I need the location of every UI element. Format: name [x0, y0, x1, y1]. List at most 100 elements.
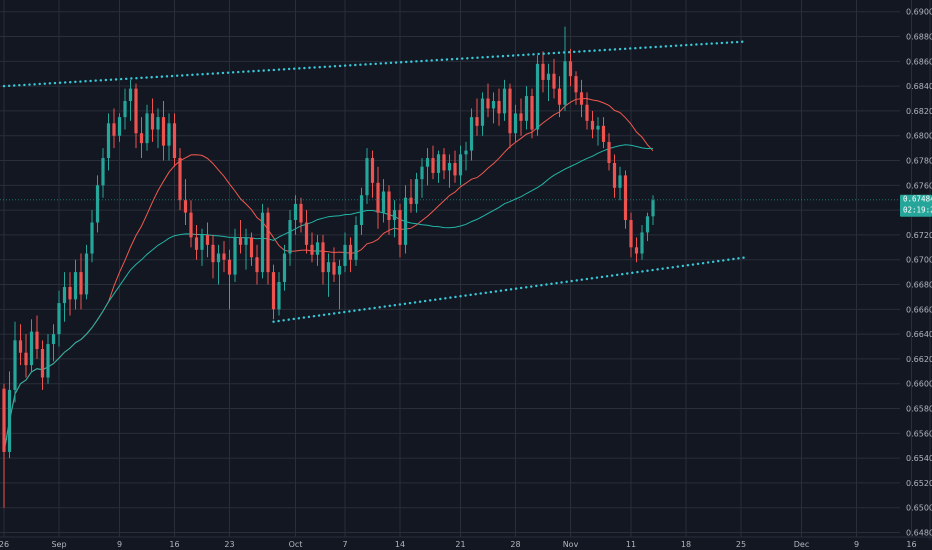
candle-body [574, 76, 578, 93]
x-tick-label: 26 [0, 540, 9, 549]
candle [315, 234, 320, 266]
x-tick-label: Sep [51, 540, 66, 549]
candle-body [640, 232, 644, 254]
trendlines [2, 40, 748, 323]
candle-body [304, 222, 309, 245]
candles [2, 26, 655, 508]
candle-body [79, 272, 83, 295]
candle [365, 148, 369, 204]
candle-body [216, 253, 221, 263]
candle [530, 88, 534, 139]
candle-body [629, 220, 633, 248]
candle [321, 234, 325, 285]
candle [359, 187, 364, 235]
candle-body [167, 123, 171, 146]
candle-body [62, 287, 67, 304]
candle-body [68, 287, 72, 300]
candle-body [623, 175, 628, 221]
candle-body [7, 389, 12, 452]
candle [29, 319, 34, 372]
candle-body [211, 244, 215, 263]
candle [640, 225, 644, 260]
candle [84, 244, 89, 300]
candle [596, 117, 600, 146]
candle-body [513, 113, 518, 134]
candle [464, 141, 468, 171]
candle-body [453, 163, 457, 176]
candle-body [13, 340, 17, 390]
candle [343, 232, 347, 273]
candle-body [2, 388, 6, 452]
x-tick-label: 7 [342, 540, 347, 549]
candle-body [601, 125, 606, 142]
candle [568, 48, 573, 87]
x-tick-label: 14 [395, 540, 405, 549]
candle [431, 145, 435, 180]
candle [79, 253, 83, 310]
candle-body [90, 222, 94, 254]
candle-body [271, 272, 276, 310]
x-tick-label: 9 [854, 540, 859, 549]
trendline-lower[interactable] [272, 256, 748, 323]
candle [403, 185, 408, 254]
candle [211, 234, 215, 279]
trendline-upper[interactable] [2, 40, 748, 88]
candle [40, 340, 45, 390]
x-tick-label: 9 [117, 540, 122, 549]
candle [194, 225, 199, 260]
candle [420, 158, 424, 198]
candle-body [359, 195, 364, 225]
candle [117, 113, 122, 142]
candle-body [244, 237, 248, 245]
candle-body [370, 158, 375, 183]
x-tick-label: 23 [224, 540, 234, 549]
candle [348, 237, 353, 273]
candle-body [139, 133, 144, 144]
candle-body [524, 96, 529, 121]
candle-body [480, 98, 485, 126]
candle-body [546, 73, 551, 80]
candle [150, 98, 155, 142]
candle [189, 200, 193, 248]
candle-body [112, 123, 116, 136]
candle [392, 200, 397, 238]
candle-body [403, 197, 408, 245]
candle-body [491, 101, 496, 109]
candle [134, 83, 138, 149]
candle [442, 148, 446, 180]
candle [266, 207, 270, 285]
candle [167, 113, 171, 161]
candle-body [343, 244, 347, 266]
candle [7, 371, 12, 459]
candle-body [233, 237, 237, 275]
candle-body [227, 259, 232, 275]
candle [238, 220, 243, 254]
candle-body [557, 88, 562, 105]
candle [629, 212, 633, 258]
candle [90, 210, 94, 263]
candle [299, 197, 303, 233]
candle [546, 63, 551, 101]
candle-body [205, 234, 210, 245]
candle [288, 210, 292, 266]
candle [183, 179, 188, 225]
candle [106, 113, 111, 171]
candle-body [145, 113, 149, 144]
candle-body [18, 340, 23, 353]
candle-body [645, 216, 650, 233]
candle [35, 315, 39, 359]
candle-body [35, 331, 39, 349]
candle [13, 321, 17, 403]
candle [112, 108, 116, 149]
candle [277, 272, 281, 316]
candle-body [266, 212, 270, 273]
candle [62, 272, 67, 322]
candle-body [161, 117, 166, 146]
candle-body [365, 158, 369, 196]
candle [128, 79, 133, 121]
candle [95, 175, 100, 233]
candle-body [277, 282, 281, 310]
